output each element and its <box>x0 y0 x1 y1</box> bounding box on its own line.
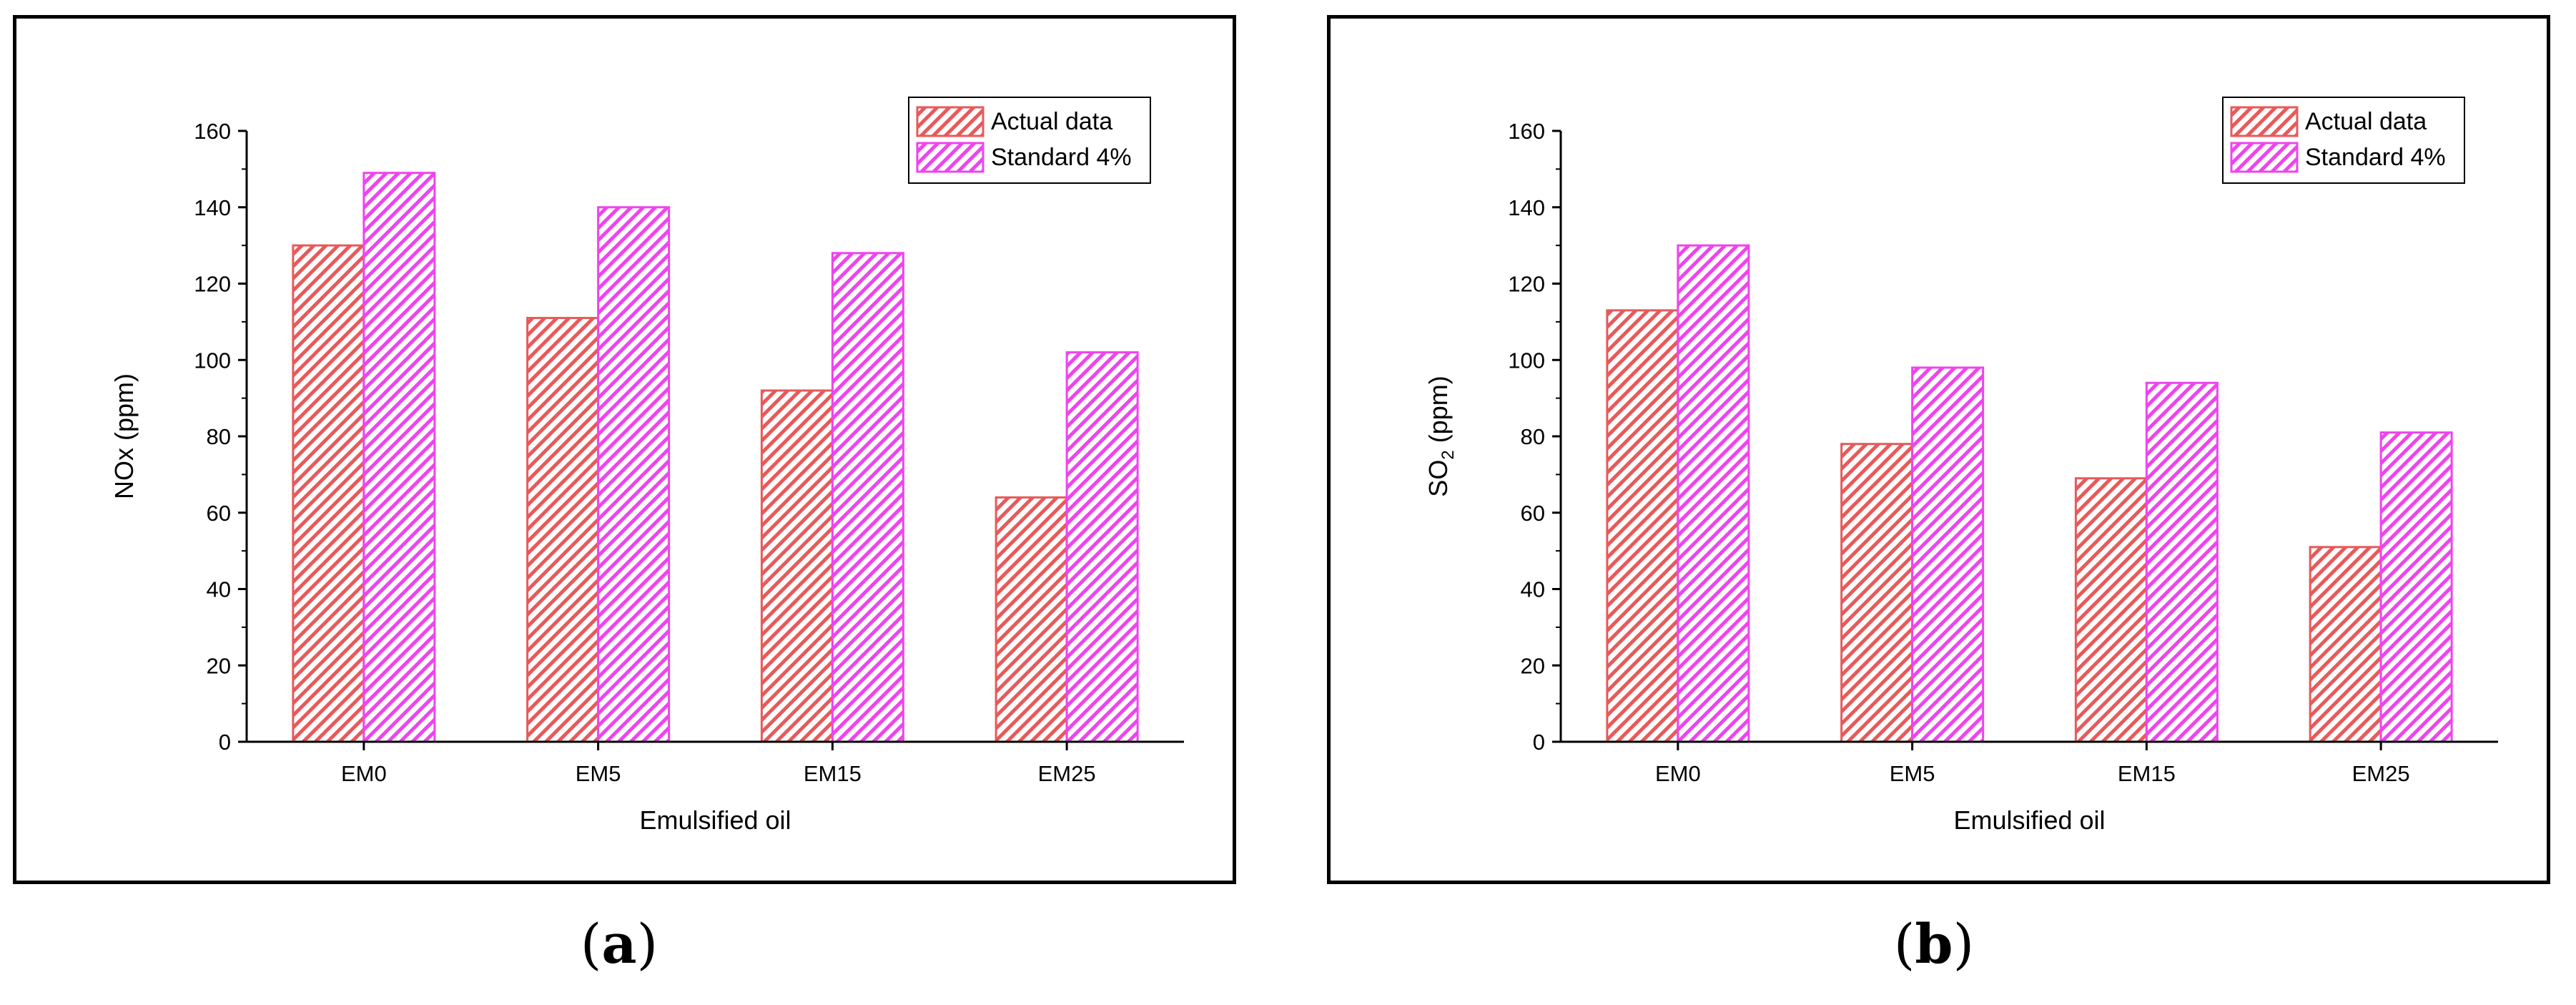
legend-label: Standard 4% <box>2305 144 2446 171</box>
legend-label: Standard 4% <box>991 144 1132 171</box>
x-axis-label: Emulsified oil <box>1953 805 2105 835</box>
y-tick-label: 140 <box>1508 195 1545 220</box>
legend-swatch <box>916 142 984 173</box>
y-tick-label: 100 <box>194 348 231 373</box>
x-tick-label: EM25 <box>1038 761 1096 786</box>
bar-actual-data-em15 <box>760 389 834 743</box>
chart-a-svg: EM0 EM5 EM15 EM25 0 20 40 60 80 100 120 140 160 Emuls… <box>109 97 1184 835</box>
caption-b: (b) <box>1893 912 1975 976</box>
bar-actual-data-em25 <box>2309 546 2382 743</box>
x-tick-label: EM0 <box>1655 761 1701 786</box>
y-tick-label: 60 <box>207 501 231 526</box>
legend-label: Actual data <box>991 108 1112 135</box>
y-tick-label: 120 <box>194 272 231 297</box>
x-tick-label: EM25 <box>2352 761 2410 786</box>
legend-swatch <box>2230 142 2299 173</box>
y-tick-label: 160 <box>194 119 231 144</box>
caption-a-letter: a <box>601 912 637 976</box>
y-tick-label: 20 <box>207 653 231 678</box>
caption-b-letter: b <box>1915 912 1953 976</box>
y-axis-label: SO2 (ppm) <box>1423 376 1458 496</box>
y-tick-label: 100 <box>1508 348 1545 373</box>
bar-standard-4--em25 <box>2379 431 2453 743</box>
x-tick-label: EM15 <box>804 761 862 786</box>
y-tick-label: 40 <box>1521 577 1545 602</box>
bar-actual-data-em5 <box>526 317 600 743</box>
bar-standard-4--em15 <box>2145 381 2219 743</box>
y-tick-label: 80 <box>1521 424 1545 449</box>
caption-a: (a) <box>580 912 658 976</box>
chart-panel-b: EM0 EM5 EM15 EM25 0 20 40 60 80 100 120 140 160 Emuls… <box>1327 15 2550 884</box>
bar-standard-4--em0 <box>362 172 436 743</box>
y-tick-label: 40 <box>207 577 231 602</box>
x-tick-label: EM0 <box>341 761 387 786</box>
y-tick-label: 160 <box>1508 119 1545 144</box>
x-tick-label: EM15 <box>2118 761 2176 786</box>
y-tick-label: 120 <box>1508 272 1545 297</box>
chart-panel-a: EM0 EM5 EM15 EM25 0 20 40 60 80 100 120 140 160 Emuls… <box>13 15 1236 884</box>
x-tick-label: EM5 <box>1890 761 1935 786</box>
legend-label: Actual data <box>2305 108 2427 135</box>
bar-actual-data-em0 <box>292 244 365 743</box>
bar-actual-data-em5 <box>1840 443 1914 743</box>
y-axis-label: NOx (ppm) <box>109 373 139 499</box>
y-tick-label: 80 <box>207 424 231 449</box>
y-tick-label: 20 <box>1521 653 1545 678</box>
y-tick-label: 0 <box>1533 730 1545 755</box>
y-tick-label: 140 <box>194 195 231 220</box>
y-axis-label-suffix: (ppm) <box>1423 376 1453 450</box>
bar-actual-data-em25 <box>995 496 1068 743</box>
chart-b-svg: EM0 EM5 EM15 EM25 0 20 40 60 80 100 120 140 160 Emuls… <box>1423 97 2498 835</box>
legend-swatch <box>2230 106 2299 137</box>
bar-actual-data-em0 <box>1606 309 1679 743</box>
x-axis-label: Emulsified oil <box>639 805 791 835</box>
bar-standard-4--em5 <box>597 206 671 743</box>
y-tick-label: 0 <box>219 730 231 755</box>
legend-swatch <box>916 106 984 137</box>
x-tick-label: EM5 <box>576 761 621 786</box>
bar-standard-4--em25 <box>1065 351 1139 743</box>
bar-standard-4--em0 <box>1677 244 1750 743</box>
y-tick-label: 60 <box>1521 501 1545 526</box>
bar-standard-4--em5 <box>1911 366 1985 743</box>
bar-standard-4--em15 <box>831 252 904 743</box>
y-axis-label-subscript: 2 <box>1438 450 1458 459</box>
bar-actual-data-em15 <box>2074 477 2148 743</box>
